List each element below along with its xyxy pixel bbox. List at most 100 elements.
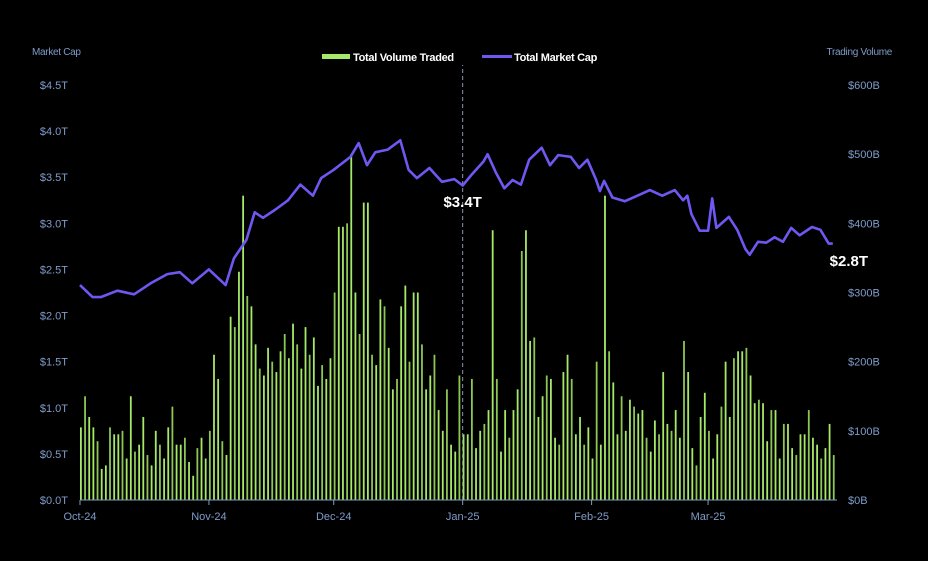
volume-bar	[658, 434, 660, 500]
volume-bar	[458, 375, 461, 500]
volume-bar	[737, 351, 739, 500]
volume-bar	[599, 444, 602, 500]
volume-bar	[649, 451, 652, 500]
volume-bar	[487, 410, 490, 500]
volume-bar	[221, 441, 224, 500]
volume-bar	[88, 417, 91, 500]
volume-bar	[317, 385, 319, 500]
volume-bar	[508, 437, 511, 500]
y-left-tick-label: $0.5T	[40, 449, 68, 461]
volume-bar	[475, 448, 477, 500]
volume-bar	[159, 444, 161, 500]
volume-bar	[762, 403, 764, 500]
volume-bar	[570, 378, 573, 500]
volume-bar	[258, 368, 261, 500]
volume-bar	[791, 448, 794, 500]
volume-bar	[80, 427, 82, 500]
market-cap-line	[79, 139, 833, 299]
volume-bar	[150, 465, 153, 500]
volume-bar	[246, 295, 249, 500]
volume-bar	[741, 351, 744, 500]
volume-bar	[745, 347, 748, 500]
volume-bar	[670, 430, 673, 500]
volume-bar	[733, 358, 735, 500]
volume-bar	[633, 406, 635, 500]
volume-bar	[421, 344, 423, 500]
volume-bar	[770, 410, 773, 500]
volume-bar	[624, 430, 627, 500]
volume-bar	[695, 465, 698, 500]
volume-bar	[516, 389, 519, 500]
legend: Total Volume Traded Total Market Cap	[322, 52, 598, 64]
volume-bar	[441, 430, 444, 500]
volume-bar	[753, 403, 756, 500]
volume-bar	[828, 423, 831, 500]
volume-bar	[267, 347, 269, 500]
volume-bar	[425, 389, 428, 500]
volume-bar	[300, 368, 303, 500]
volume-bar	[383, 306, 386, 500]
volume-bar	[500, 451, 502, 500]
volume-bar	[720, 406, 723, 500]
volume-bar	[550, 378, 552, 500]
volume-bar	[208, 430, 211, 500]
volume-bar	[362, 202, 365, 501]
volume-bar	[375, 365, 378, 500]
volume-bar	[242, 195, 245, 500]
volume-bar	[620, 396, 623, 500]
volume-bar	[146, 455, 149, 500]
volume-bar	[125, 458, 128, 500]
volume-bar	[400, 306, 403, 500]
volume-bar	[429, 375, 432, 500]
volume-bar	[608, 351, 611, 500]
volume-bar	[396, 378, 398, 500]
volume-bar	[109, 427, 111, 500]
volume-bar	[525, 230, 527, 500]
y-right-tick-label: $0B	[848, 495, 868, 507]
volume-bar	[795, 455, 798, 500]
y-left-tick-label: $4.0T	[40, 126, 68, 138]
volume-bar	[495, 378, 498, 500]
volume-bar	[308, 354, 311, 500]
volume-bar	[416, 292, 419, 500]
volume-bar	[545, 375, 548, 500]
volume-bar	[433, 354, 436, 500]
volume-bar	[250, 306, 253, 500]
volume-bar	[703, 392, 706, 500]
volume-bar	[803, 434, 806, 500]
y-left-tick-label: $0.0T	[40, 495, 68, 507]
volume-bar	[358, 334, 361, 500]
volume-bar	[520, 251, 523, 500]
y-left-tick-label: $1.0T	[40, 403, 68, 415]
volume-bar	[820, 458, 823, 500]
volume-bar	[204, 458, 207, 500]
volume-bar	[304, 327, 307, 500]
legend-volume-swatch	[322, 54, 350, 59]
volume-bar	[346, 223, 348, 501]
volume-bar	[113, 434, 116, 500]
y-right-tick-label: $500B	[848, 149, 880, 161]
volume-bar	[408, 361, 411, 500]
volume-bar	[138, 444, 141, 500]
volume-bar	[579, 417, 581, 500]
volume-bar	[645, 437, 648, 500]
volume-bars	[80, 154, 835, 501]
volume-bar	[641, 410, 644, 500]
volume-bar	[666, 423, 669, 500]
last-value-label: $2.8T	[830, 253, 868, 270]
volume-bar	[708, 430, 710, 500]
volume-bar	[192, 475, 195, 500]
volume-bar	[154, 430, 157, 500]
volume-bar	[437, 410, 440, 500]
volume-bar	[591, 458, 594, 500]
volume-bar	[142, 417, 145, 500]
volume-bar	[296, 344, 299, 500]
legend-market-cap-label: Total Market Cap	[514, 52, 598, 64]
volume-bar	[716, 434, 719, 500]
volume-bar	[674, 410, 677, 500]
volume-bar	[533, 337, 536, 500]
volume-bar	[100, 468, 103, 500]
x-tick-label: Feb-25	[574, 511, 609, 523]
volume-bar	[104, 465, 107, 500]
